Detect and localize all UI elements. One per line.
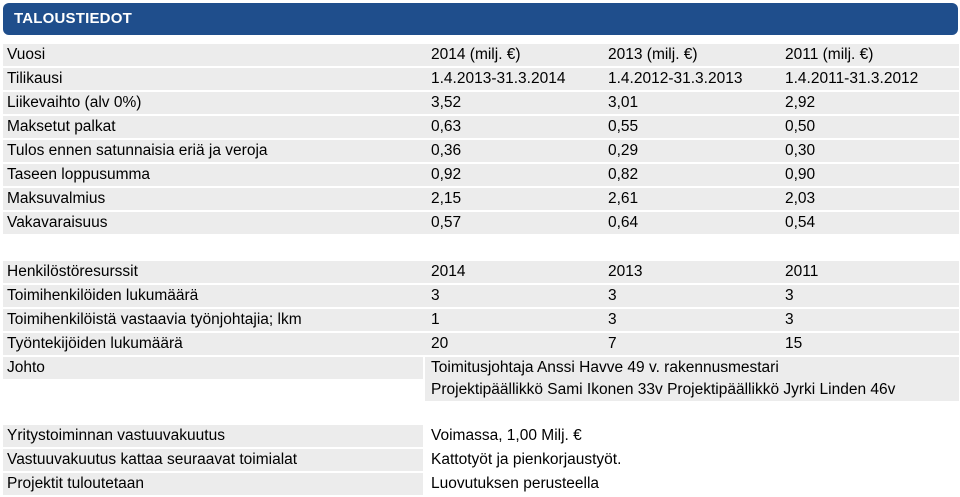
row-label: Vuosi bbox=[7, 46, 46, 63]
value-2013: 3 bbox=[608, 311, 617, 328]
value-2013: 7 bbox=[608, 335, 617, 352]
table-row: Toimihenkilöistä vastaavia työnjohtajia;… bbox=[3, 309, 959, 331]
value-2014: 3,52 bbox=[431, 94, 462, 111]
table-row: Maksuvalmius 2,15 2,61 2,03 bbox=[3, 188, 959, 210]
management-line-1: Toimitusjohtaja Anssi Havve 49 v. rakenn… bbox=[431, 359, 779, 376]
row-label: Maksuvalmius bbox=[7, 190, 106, 207]
value-2014: 3 bbox=[431, 287, 440, 304]
section-header: TALOUSTIEDOT bbox=[3, 3, 958, 35]
row-label: Yritystoiminnan vastuuvakuutus bbox=[7, 427, 225, 444]
table-row: Vakavaraisuus 0,57 0,64 0,54 bbox=[3, 212, 959, 234]
value-2011: 0,90 bbox=[785, 166, 816, 183]
row-label: Tulos ennen satunnaisia eriä ja veroja bbox=[7, 142, 268, 159]
value-2014: 2014 (milj. €) bbox=[431, 46, 521, 63]
value-2014: 2014 bbox=[431, 263, 466, 280]
table-row: Tilikausi 1.4.2013-31.3.2014 1.4.2012-31… bbox=[3, 68, 959, 90]
management-label: Johto bbox=[7, 359, 45, 376]
table-row: Toimihenkilöiden lukumäärä 3 3 3 bbox=[3, 285, 959, 307]
row-label: Vastuuvakuutus kattaa seuraavat toimiala… bbox=[7, 451, 298, 468]
row-value: Luovutuksen perusteella bbox=[431, 475, 600, 492]
value-2011: 2011 (milj. €) bbox=[785, 46, 874, 63]
table-row: Vuosi 2014 (milj. €) 2013 (milj. €) 2011… bbox=[3, 44, 959, 66]
value-2011: 3 bbox=[785, 311, 794, 328]
table-row: Tulos ennen satunnaisia eriä ja veroja 0… bbox=[3, 140, 959, 162]
row-label: Vakavaraisuus bbox=[7, 214, 108, 231]
value-2014: 2,15 bbox=[431, 190, 462, 207]
value-2014: 0,57 bbox=[431, 214, 462, 231]
value-2013: 0,55 bbox=[608, 118, 639, 135]
row-value: Kattotyöt ja pienkorjaustyöt. bbox=[431, 451, 622, 468]
row-label: Tilikausi bbox=[7, 70, 63, 87]
table-row: Maksetut palkat 0,63 0,55 0,50 bbox=[3, 116, 959, 138]
value-2014: 0,36 bbox=[431, 142, 462, 159]
value-2011: 2,03 bbox=[785, 190, 816, 207]
value-2014: 0,63 bbox=[431, 118, 462, 135]
table-row: Henkilöstöresurssit 2014 2013 2011 bbox=[3, 261, 959, 283]
value-2013: 3 bbox=[608, 287, 617, 304]
value-2011: 2011 bbox=[785, 263, 819, 280]
value-2013: 0,64 bbox=[608, 214, 639, 231]
value-2014: 0,92 bbox=[431, 166, 462, 183]
value-2011: 0,50 bbox=[785, 118, 816, 135]
value-2014: 1.4.2013-31.3.2014 bbox=[431, 70, 566, 87]
value-2011: 15 bbox=[785, 335, 803, 352]
row-label: Projektit tuloutetaan bbox=[7, 475, 145, 492]
row-label: Liikevaihto (alv 0%) bbox=[7, 94, 142, 111]
value-2013: 3,01 bbox=[608, 94, 639, 111]
table-row: Taseen loppusumma 0,92 0,82 0,90 bbox=[3, 164, 959, 186]
value-2011: 0,30 bbox=[785, 142, 816, 159]
value-2013: 2013 bbox=[608, 263, 643, 280]
value-2013: 0,82 bbox=[608, 166, 639, 183]
row-label: Henkilöstöresurssit bbox=[7, 263, 138, 280]
row-label: Toimihenkilöiden lukumäärä bbox=[7, 287, 199, 304]
row-label: Maksetut palkat bbox=[7, 118, 116, 135]
value-2013: 0,29 bbox=[608, 142, 639, 159]
table-row: Työntekijöiden lukumäärä 20 7 15 bbox=[3, 333, 959, 355]
value-2011: 2,92 bbox=[785, 94, 816, 111]
table-row: Liikevaihto (alv 0%) 3,52 3,01 2,92 bbox=[3, 92, 959, 114]
row-label: Toimihenkilöistä vastaavia työnjohtajia;… bbox=[7, 311, 302, 328]
value-2014: 20 bbox=[431, 335, 449, 352]
value-2014: 1 bbox=[431, 311, 440, 328]
row-value: Voimassa, 1,00 Milj. € bbox=[431, 427, 582, 444]
value-2011: 3 bbox=[785, 287, 794, 304]
value-2013: 2013 (milj. €) bbox=[608, 46, 698, 63]
value-2011: 1.4.2011-31.3.2012 bbox=[785, 70, 919, 87]
section-title: TALOUSTIEDOT bbox=[14, 10, 132, 27]
row-label: Työntekijöiden lukumäärä bbox=[7, 335, 183, 352]
management-line-2: Projektipäällikkö Sami Ikonen 33v Projek… bbox=[431, 381, 896, 398]
value-2011: 0,54 bbox=[785, 214, 816, 231]
value-2013: 2,61 bbox=[608, 190, 639, 207]
value-2013: 1.4.2012-31.3.2013 bbox=[608, 70, 743, 87]
row-label: Taseen loppusumma bbox=[7, 166, 151, 183]
